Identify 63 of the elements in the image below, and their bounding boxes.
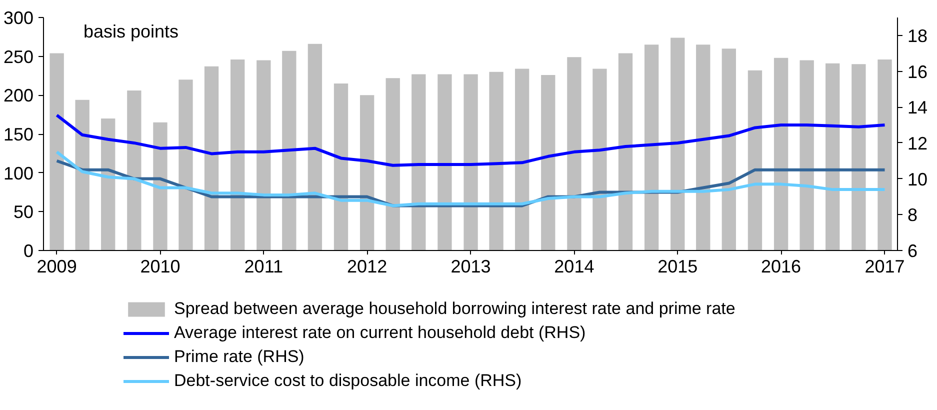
bar: [696, 44, 710, 250]
bar: [386, 78, 400, 250]
bar: [256, 60, 271, 250]
y2-tick-label: 12: [908, 133, 928, 154]
x-tick-label: 2015: [658, 256, 698, 276]
x-tick-label: 2009: [36, 256, 77, 276]
bar: [514, 68, 530, 250]
bar: [644, 44, 659, 250]
bar: [489, 72, 504, 250]
bar: [878, 59, 892, 250]
bar: [464, 74, 478, 250]
x-tick-label: 2014: [554, 256, 594, 276]
y-tick-label: 250: [3, 46, 34, 67]
bar: [567, 57, 582, 250]
bar: [670, 38, 685, 250]
line-series: [55, 150, 886, 208]
x-tick-label: 2011: [244, 256, 284, 276]
bar: [618, 53, 633, 250]
bar: [800, 60, 814, 250]
legend-label: Debt-service cost to disposable income (RHS): [174, 371, 522, 391]
legend-label: Average interest rate on current household debt (RHS): [174, 323, 586, 343]
legend-label: Spread between average household borrowing interest rate and prime rate: [174, 299, 736, 319]
bar: [748, 70, 762, 250]
bar: [127, 90, 142, 250]
y-tick-label: 100: [3, 163, 34, 184]
bar: [826, 63, 840, 250]
bar: [308, 44, 322, 250]
bar: [334, 84, 348, 250]
y-tick-label: 50: [13, 202, 34, 222]
x-tick-label: 2016: [761, 256, 802, 276]
bar: [852, 64, 866, 250]
bar: [153, 122, 168, 250]
line-series: [55, 114, 886, 167]
y-tick-label: 300: [3, 8, 34, 28]
bar: [360, 95, 374, 250]
bar: [204, 66, 219, 250]
y2-tick-label: 16: [908, 62, 928, 82]
y2-tick-label: 18: [908, 26, 928, 46]
x-tick-label: 2013: [450, 256, 491, 276]
bar: [541, 74, 556, 250]
bar: [230, 59, 245, 250]
bar: [282, 50, 296, 250]
legend-label: Prime rate (RHS): [174, 347, 304, 367]
x-tick-label: 2012: [347, 256, 388, 276]
y2-tick-label: 10: [908, 169, 928, 190]
x-tick-label: 2017: [864, 256, 905, 276]
bar: [592, 68, 607, 250]
y-tick-label: 0: [23, 241, 34, 261]
bar: [101, 118, 116, 250]
bar: [774, 58, 788, 250]
bar: [412, 74, 426, 250]
y2-tick-label: 14: [908, 98, 928, 118]
y2-tick-label: 6: [908, 241, 918, 261]
annotation: basis points: [84, 22, 179, 42]
y-tick-label: 150: [3, 124, 34, 144]
bar: [438, 74, 452, 250]
y-tick-label: 200: [3, 86, 34, 106]
x-tick-label: 2010: [140, 256, 180, 276]
bar: [50, 53, 64, 250]
bar: [722, 48, 736, 250]
bar: [178, 80, 193, 250]
y2-tick-label: 8: [908, 205, 918, 226]
bar: [75, 100, 90, 250]
